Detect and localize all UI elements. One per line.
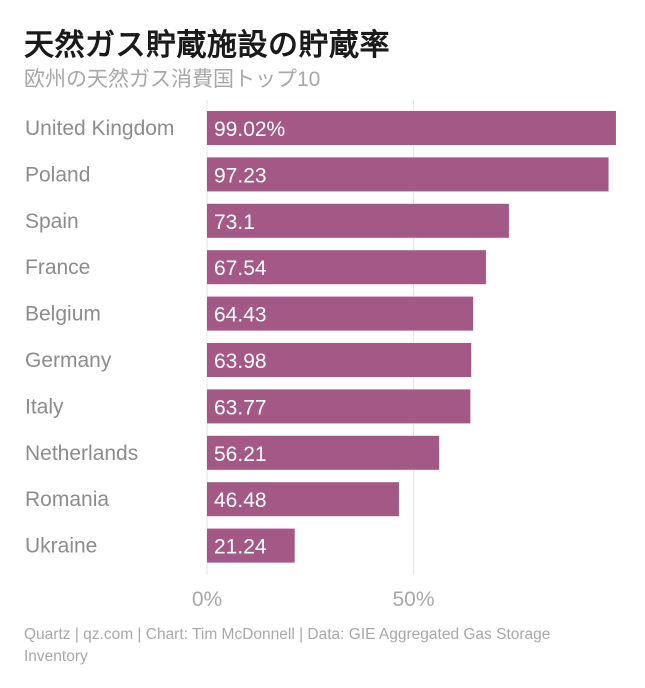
bar-0 (207, 111, 616, 145)
chart-title: 天然ガス貯蔵施設の貯蔵率 (24, 29, 390, 62)
bar-2 (207, 203, 509, 238)
bar-6 (207, 389, 471, 424)
category-label-5: Germany (25, 349, 112, 372)
source-credit: Quartz | qz.com | Chart: Tim McDonnell |… (24, 626, 551, 665)
value-label-8: 46.48 (214, 489, 267, 512)
category-label-1: Poland (25, 163, 90, 186)
category-label-8: Romania (25, 488, 109, 511)
category-label-4: Belgium (25, 303, 101, 326)
category-label-0: United Kingdom (25, 117, 174, 140)
x-tick-label-0: 0% (192, 588, 222, 611)
value-label-3: 67.54 (214, 257, 267, 280)
category-label-9: Ukraine (25, 535, 97, 558)
chart-subtitle: 欧州の天然ガス消費国トップ10 (24, 68, 321, 91)
bar-9 (207, 528, 295, 563)
bar-7 (207, 435, 440, 470)
category-label-6: Italy (25, 395, 64, 418)
bar-3 (207, 250, 486, 285)
value-label-2: 73.1 (214, 211, 255, 234)
value-label-7: 56.21 (214, 443, 267, 466)
value-label-1: 97.23 (214, 164, 267, 187)
bar-1 (207, 157, 609, 192)
bar-5 (207, 343, 472, 377)
value-label-5: 63.98 (214, 350, 267, 373)
value-label-0: 99.02% (214, 118, 285, 141)
bar-chart: United Kingdom 99.02% Poland 97.23 Spain 73.1… (25, 100, 616, 611)
value-label-9: 21.24 (214, 536, 267, 559)
bar-4 (207, 296, 474, 331)
bar-8 (207, 482, 399, 517)
value-label-6: 63.77 (214, 396, 267, 419)
category-label-7: Netherlands (25, 442, 138, 465)
value-label-4: 64.43 (214, 304, 267, 327)
category-label-2: Spain (25, 210, 79, 233)
x-tick-label-1: 50% (392, 588, 434, 611)
category-label-3: France (25, 256, 90, 279)
